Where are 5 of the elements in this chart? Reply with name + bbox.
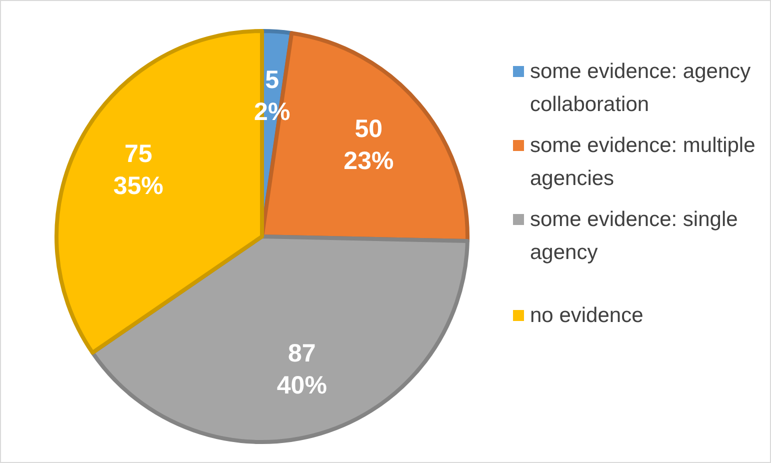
- data-label: 87 40%: [276, 339, 327, 400]
- legend-label: no evidence: [530, 303, 644, 329]
- data-label: 75 35%: [113, 140, 164, 200]
- legend-label: some evidence: single agency: [530, 207, 739, 266]
- data-label: 50 23%: [344, 115, 394, 176]
